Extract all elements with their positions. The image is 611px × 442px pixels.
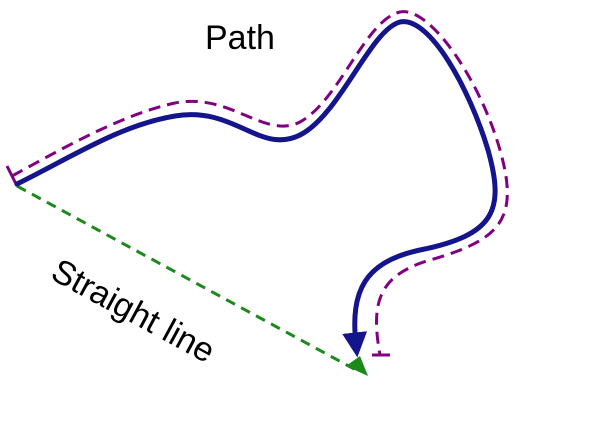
straight-arrowhead [346, 356, 368, 376]
straight-dashed-line [16, 184, 357, 372]
solid-path [14, 19, 498, 358]
path-label: Path [205, 19, 275, 57]
distance-dashed-path [11, 10, 509, 356]
straight-line-label: Straight line [45, 252, 221, 371]
